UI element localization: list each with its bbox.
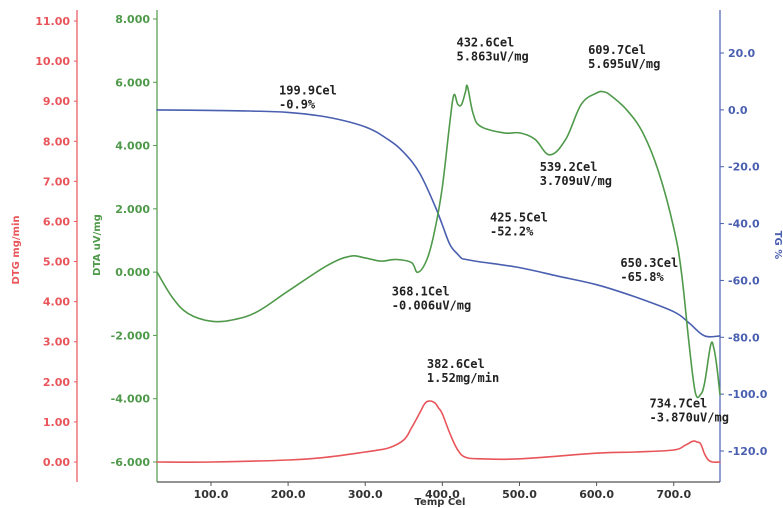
x-tick-label: 200.0 [271, 488, 306, 501]
annotation-line: -0.006uV/mg [392, 298, 471, 312]
x-tick-label: 400.0 [425, 488, 460, 501]
x-tick-label: 500.0 [502, 488, 537, 501]
x-tick-label: 100.0 [194, 488, 229, 501]
annotation-line: 539.2Cel [540, 160, 598, 174]
dta-tick-label: -2.000 [111, 329, 151, 342]
annotation-line: 432.6Cel [456, 36, 514, 50]
annotation-line: -0.9% [279, 97, 316, 111]
dtg-tick-label: 9.00 [43, 95, 70, 108]
x-tick-label: 300.0 [348, 488, 383, 501]
dtg-axis-title: DTG mg/min [11, 215, 22, 284]
dtg-tick-label: 4.00 [43, 296, 70, 309]
annotation-line: 734.7Cel [649, 397, 707, 411]
annotation-line: 382.6Cel [427, 357, 485, 371]
dta-tick-label: 2.000 [115, 203, 150, 216]
tg-axis-title: TG % [772, 231, 783, 260]
annotation-line: -65.8% [620, 270, 664, 284]
tg-tick-label: 20.0 [728, 47, 755, 60]
dta-tick-label: 0.000 [115, 266, 150, 279]
x-tick-label: 700.0 [656, 488, 691, 501]
tg-tick-label: -60.0 [728, 274, 760, 287]
dtg-tick-label: 7.00 [43, 175, 70, 188]
annotation: 199.9Cel-0.9% [279, 83, 337, 111]
x-tick-label: 600.0 [579, 488, 614, 501]
annotation-line: -3.870uV/mg [649, 411, 728, 425]
annotation-line: 199.9Cel [279, 83, 337, 97]
dtg-tick-label: 3.00 [43, 336, 70, 349]
axes-layer: 0.00 1.00 2.00 3.00 4.00 5.00 6.00 7.00 8.00 9.00… [35, 10, 768, 501]
annotation-line: 650.3Cel [620, 256, 678, 270]
annotation: 734.7Cel-3.870uV/mg [649, 397, 728, 425]
dta-axis-title: DTA uV/mg [92, 214, 103, 276]
tg-tick-label: -100.0 [728, 388, 768, 401]
dta-tick-label: 4.000 [115, 140, 150, 153]
dtg-tick-label: 6.00 [43, 215, 70, 228]
tg-tick-label: -120.0 [728, 445, 768, 458]
dta-curve [156, 84, 721, 399]
tg-tick-label: 0.0 [728, 104, 748, 117]
annotation-line: 5.863uV/mg [456, 50, 528, 64]
dtg-tick-label: 2.00 [43, 376, 70, 389]
dta-tick-label: -4.000 [111, 393, 151, 406]
tg-tick-label: -40.0 [728, 218, 760, 231]
annotation: 425.5Cel-52.2% [490, 210, 548, 238]
dtg-tick-label: 8.00 [43, 135, 70, 148]
dtg-tick-label: 0.00 [43, 456, 70, 469]
annotation: 650.3Cel-65.8% [620, 256, 678, 284]
dtg-tick-label: 1.00 [43, 416, 70, 429]
annotation-line: 1.52mg/min [427, 371, 499, 385]
tg-tick-label: -20.0 [728, 161, 760, 174]
annotation-line: -52.2% [490, 224, 534, 238]
annotation-line: 425.5Cel [490, 210, 548, 224]
dta-tick-label: -6.000 [111, 456, 151, 469]
dta-tick-label: 6.000 [115, 76, 150, 89]
dtg-curve [156, 400, 721, 463]
curves-layer [156, 84, 721, 463]
annotation-line: 368.1Cel [392, 284, 450, 298]
dtg-tick-label: 11.00 [35, 15, 70, 28]
tg-curve [156, 109, 721, 338]
annotation-line: 5.695uV/mg [588, 57, 660, 71]
tg-tick-label: -80.0 [728, 331, 760, 344]
dtg-tick-label: 10.00 [35, 55, 70, 68]
x-axis-title: Temp Cel [415, 497, 466, 508]
annotation-line: 609.7Cel [588, 43, 646, 57]
dtg-tick-label: 5.00 [43, 256, 70, 269]
annotation-line: 3.709uV/mg [540, 174, 612, 188]
dta-tick-label: 8.000 [115, 13, 150, 26]
annotation: 368.1Cel-0.006uV/mg [392, 284, 471, 312]
